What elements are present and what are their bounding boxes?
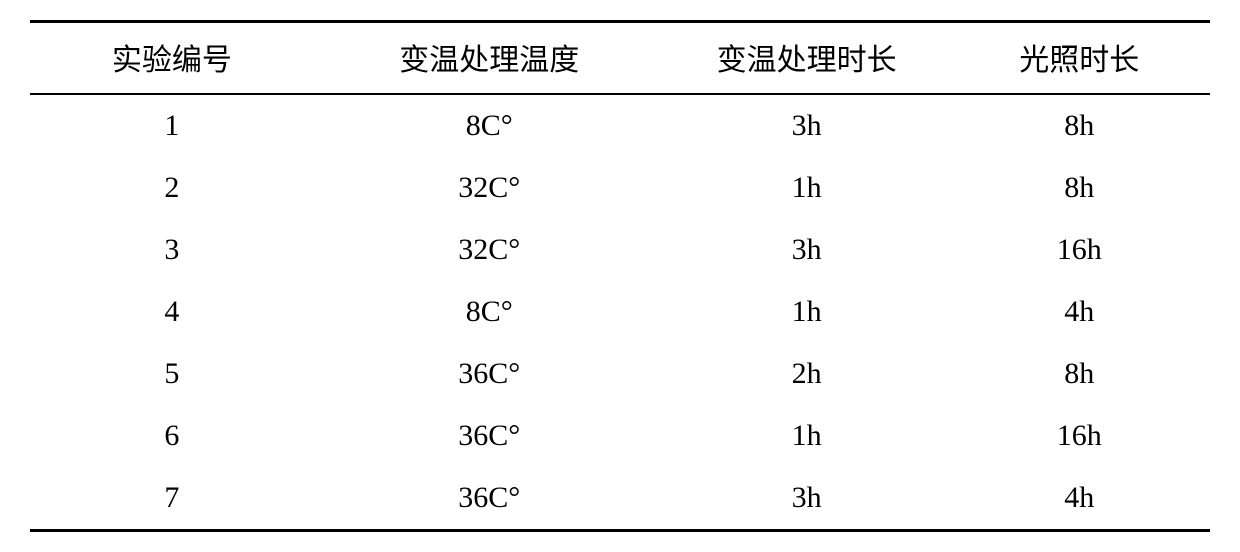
cell-temp: 36C° [314,343,665,405]
cell-light: 8h [949,157,1210,219]
cell-dur: 3h [665,94,949,157]
header-row: 实验编号 变温处理温度 变温处理时长 光照时长 [30,22,1210,95]
cell-dur: 2h [665,343,949,405]
table-body: 1 8C° 3h 8h 2 32C° 1h 8h 3 32C° 3h 16h 4… [30,94,1210,531]
cell-id: 1 [30,94,314,157]
table-row: 5 36C° 2h 8h [30,343,1210,405]
experiment-table: 实验编号 变温处理温度 变温处理时长 光照时长 1 8C° 3h 8h 2 32… [30,20,1210,532]
cell-temp: 32C° [314,219,665,281]
table-row: 6 36C° 1h 16h [30,405,1210,467]
cell-light: 4h [949,467,1210,531]
cell-temp: 36C° [314,405,665,467]
header-experiment-id: 实验编号 [30,22,314,95]
cell-id: 3 [30,219,314,281]
header-duration: 变温处理时长 [665,22,949,95]
table-row: 3 32C° 3h 16h [30,219,1210,281]
cell-id: 4 [30,281,314,343]
cell-light: 16h [949,405,1210,467]
cell-id: 5 [30,343,314,405]
table-row: 7 36C° 3h 4h [30,467,1210,531]
table-header: 实验编号 变温处理温度 变温处理时长 光照时长 [30,22,1210,95]
header-temperature: 变温处理温度 [314,22,665,95]
table-row: 2 32C° 1h 8h [30,157,1210,219]
cell-light: 8h [949,343,1210,405]
cell-dur: 3h [665,219,949,281]
cell-light: 16h [949,219,1210,281]
table-row: 1 8C° 3h 8h [30,94,1210,157]
cell-light: 4h [949,281,1210,343]
header-light-duration: 光照时长 [949,22,1210,95]
cell-id: 7 [30,467,314,531]
table-row: 4 8C° 1h 4h [30,281,1210,343]
cell-temp: 36C° [314,467,665,531]
cell-dur: 1h [665,405,949,467]
cell-temp: 8C° [314,281,665,343]
cell-temp: 8C° [314,94,665,157]
cell-id: 2 [30,157,314,219]
cell-dur: 1h [665,157,949,219]
cell-id: 6 [30,405,314,467]
cell-dur: 3h [665,467,949,531]
cell-light: 8h [949,94,1210,157]
cell-temp: 32C° [314,157,665,219]
cell-dur: 1h [665,281,949,343]
